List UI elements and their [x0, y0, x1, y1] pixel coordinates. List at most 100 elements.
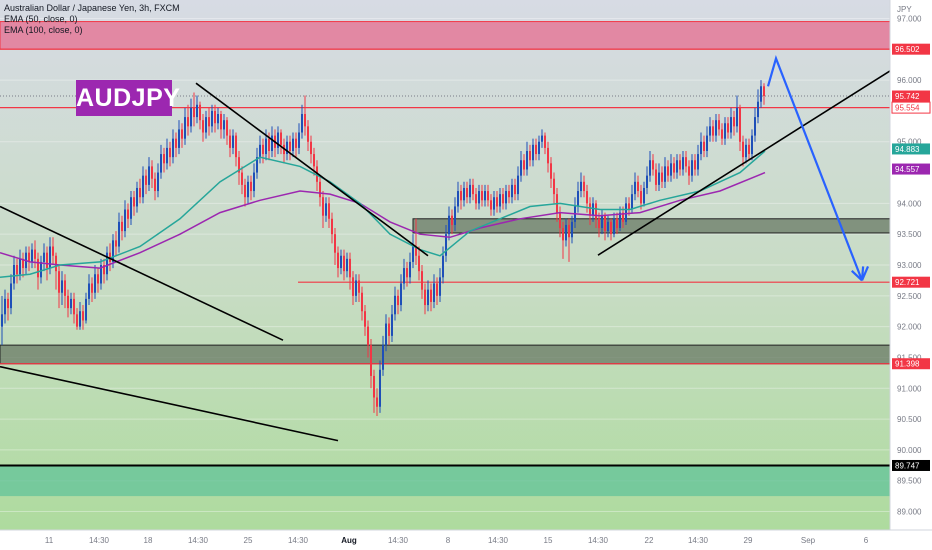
- x-tick-label: 29: [744, 536, 753, 545]
- candle-body: [16, 265, 18, 275]
- candle-body: [388, 323, 390, 336]
- candle-body: [136, 187, 138, 207]
- candle-body: [40, 261, 42, 278]
- time-axis-bg: [0, 530, 932, 550]
- candle-body: [493, 197, 495, 210]
- candle-body: [280, 132, 282, 145]
- candle-body: [505, 191, 507, 204]
- candle-body: [88, 283, 90, 299]
- candle-body: [403, 268, 405, 284]
- candle-body: [361, 292, 363, 312]
- candle-body: [448, 215, 450, 235]
- candle-body: [673, 163, 675, 173]
- candle-body: [160, 154, 162, 173]
- ema100-legend: EMA (100, close, 0): [4, 25, 83, 35]
- candle-body: [472, 184, 474, 195]
- candle-body: [499, 194, 501, 207]
- candle-body: [334, 234, 336, 253]
- candle-body: [187, 117, 189, 127]
- candle-body: [358, 280, 360, 293]
- price-label: 92.721: [895, 278, 920, 287]
- candle-body: [487, 191, 489, 201]
- candle-body: [424, 289, 426, 306]
- candle-body: [172, 138, 174, 158]
- candle-body: [469, 184, 471, 198]
- candle-body: [643, 187, 645, 204]
- candle-body: [730, 117, 732, 133]
- candle-body: [148, 166, 150, 185]
- candle-body: [58, 271, 60, 293]
- y-tick-label: 90.000: [897, 446, 922, 455]
- candle-body: [718, 120, 720, 130]
- candle-body: [445, 234, 447, 256]
- candle-body: [145, 175, 147, 185]
- price-label-bg: [892, 43, 930, 55]
- candle-body: [328, 203, 330, 219]
- candle-body: [262, 144, 264, 155]
- candle-body: [46, 252, 48, 269]
- candle-body: [529, 150, 531, 161]
- candle-body: [613, 218, 615, 235]
- candle-body: [562, 228, 564, 241]
- candle-body: [73, 298, 75, 315]
- candle-body: [337, 252, 339, 269]
- candle-body: [736, 107, 738, 127]
- candle-body: [757, 101, 759, 118]
- price-label: 91.398: [895, 360, 920, 369]
- candle-body: [304, 114, 306, 127]
- candle-body: [112, 240, 114, 262]
- candle-body: [202, 120, 204, 133]
- candle-body: [481, 191, 483, 201]
- y-tick-label: 96.000: [897, 76, 922, 85]
- candle-body: [1, 314, 3, 327]
- y-tick-label: 95.000: [897, 138, 922, 147]
- candle-body: [682, 157, 684, 170]
- candle-body: [571, 221, 573, 238]
- candle-body: [154, 178, 156, 192]
- candle-body: [241, 172, 243, 185]
- candle-body: [97, 274, 99, 284]
- candle-body: [742, 141, 744, 158]
- candle-body: [700, 141, 702, 155]
- candle-body: [406, 268, 408, 278]
- candle-body: [577, 191, 579, 207]
- candle-body: [229, 135, 231, 148]
- candle-body: [712, 126, 714, 136]
- candle-body: [181, 129, 183, 139]
- candle-body: [496, 197, 498, 207]
- candle-body: [196, 104, 198, 118]
- candle-body: [694, 160, 696, 170]
- candle-body: [703, 141, 705, 151]
- candle-body: [442, 255, 444, 278]
- candle-body: [157, 172, 159, 192]
- candle-body: [457, 191, 459, 207]
- candle-body: [409, 261, 411, 278]
- candle-body: [595, 203, 597, 219]
- candle-body: [61, 280, 63, 293]
- candle-body: [34, 249, 36, 259]
- x-tick-label: 6: [864, 536, 869, 545]
- candle-body: [169, 147, 171, 158]
- price-label-bg: [892, 358, 930, 370]
- candle-body: [679, 160, 681, 170]
- candle-body: [565, 224, 567, 241]
- candle-body: [130, 197, 132, 219]
- candle-body: [418, 255, 420, 272]
- candle-body: [265, 138, 267, 155]
- candle-body: [688, 166, 690, 176]
- candle-body: [208, 117, 210, 127]
- candle-body: [376, 397, 378, 407]
- candle-body: [349, 258, 351, 278]
- candle-body: [439, 277, 441, 296]
- ema50-legend: EMA (50, close, 0): [4, 14, 78, 24]
- candle-body: [589, 203, 591, 216]
- candle-body: [214, 110, 216, 124]
- candle-body: [289, 141, 291, 151]
- candle-body: [106, 252, 108, 275]
- candle-body: [211, 110, 213, 127]
- candle-body: [745, 144, 747, 158]
- candle-body: [301, 114, 303, 133]
- candle-body: [433, 283, 435, 302]
